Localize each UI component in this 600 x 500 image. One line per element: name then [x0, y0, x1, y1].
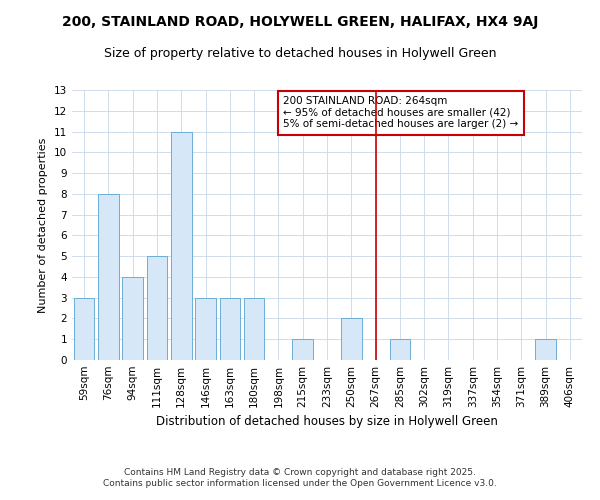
Bar: [122, 277, 143, 360]
Bar: [171, 132, 191, 360]
Bar: [146, 256, 167, 360]
Bar: [292, 339, 313, 360]
Bar: [195, 298, 216, 360]
Bar: [389, 339, 410, 360]
Text: Size of property relative to detached houses in Holywell Green: Size of property relative to detached ho…: [104, 48, 496, 60]
Bar: [535, 339, 556, 360]
Bar: [244, 298, 265, 360]
Text: 200, STAINLAND ROAD, HOLYWELL GREEN, HALIFAX, HX4 9AJ: 200, STAINLAND ROAD, HOLYWELL GREEN, HAL…: [62, 15, 538, 29]
Text: 200 STAINLAND ROAD: 264sqm
← 95% of detached houses are smaller (42)
5% of semi-: 200 STAINLAND ROAD: 264sqm ← 95% of deta…: [283, 96, 518, 130]
Text: Contains HM Land Registry data © Crown copyright and database right 2025.
Contai: Contains HM Land Registry data © Crown c…: [103, 468, 497, 487]
Bar: [98, 194, 119, 360]
Bar: [74, 298, 94, 360]
Bar: [220, 298, 240, 360]
Bar: [341, 318, 362, 360]
X-axis label: Distribution of detached houses by size in Holywell Green: Distribution of detached houses by size …: [156, 416, 498, 428]
Y-axis label: Number of detached properties: Number of detached properties: [38, 138, 49, 312]
